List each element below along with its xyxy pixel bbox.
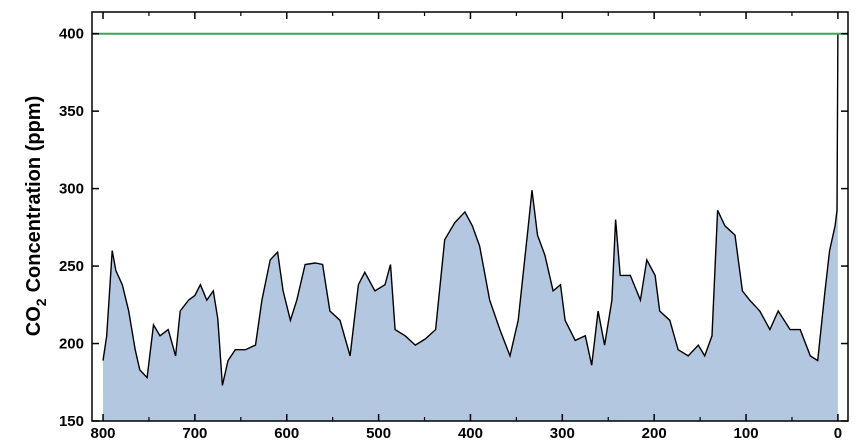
x-tick-label: 700 [182, 425, 207, 442]
x-tick-label: 400 [458, 425, 483, 442]
area [103, 33, 838, 421]
y-label-subscript: 2 [33, 298, 49, 306]
x-tick-label: 300 [550, 425, 575, 442]
x-tick-label: 200 [642, 425, 667, 442]
x-tick-label: 600 [274, 425, 299, 442]
x-tick-label: 0 [834, 425, 842, 442]
y-axis-label: CO2 Concentration (ppm) [23, 96, 49, 336]
y-tick-label: 150 [59, 413, 84, 430]
x-tick-label: 800 [91, 425, 116, 442]
y-tick-label: 300 [59, 181, 84, 198]
line [102, 33, 839, 386]
y-label-part: Concentration (ppm) [23, 96, 45, 293]
x-tick-label: 100 [734, 425, 759, 442]
y-tick-label: 200 [59, 336, 84, 353]
y-label-part: CO [23, 306, 45, 336]
y-tick-label: 250 [59, 258, 84, 275]
x-tick-label: 500 [366, 425, 391, 442]
y-tick-label: 400 [59, 26, 84, 43]
y-tick-label: 350 [59, 103, 84, 120]
